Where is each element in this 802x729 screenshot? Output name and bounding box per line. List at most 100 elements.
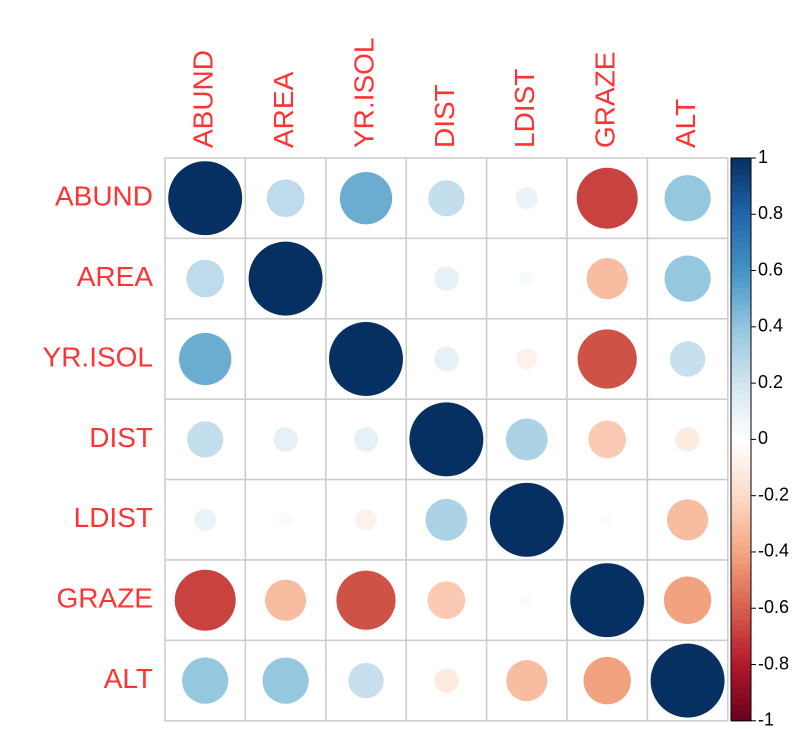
row-label: ALT [104, 663, 153, 694]
cell [405, 559, 488, 642]
colorbar-segment [731, 248, 751, 255]
corr-circle [186, 259, 225, 298]
corr-circle [520, 593, 534, 607]
corr-circle [428, 180, 465, 217]
corr-circle [265, 579, 307, 621]
colorbar-segment [731, 478, 751, 485]
colorbar-segment [731, 540, 751, 547]
colorbar-segment [731, 354, 751, 362]
corr-circle [434, 266, 459, 291]
colorbar-tick-label: 0.8 [758, 203, 783, 223]
colorbar-segment [731, 506, 751, 514]
colorbar-segment [731, 169, 751, 176]
colorbar-segment [731, 422, 751, 429]
corr-circle [519, 271, 535, 286]
colorbar-segment [731, 625, 751, 632]
corr-circle [194, 508, 217, 531]
corr-circle [583, 656, 631, 705]
colorbar-segment [731, 568, 751, 575]
corr-circle [434, 346, 459, 372]
colorbar-segment [731, 158, 751, 165]
corr-circle [336, 570, 396, 630]
column-label: LDIST [509, 69, 540, 148]
corr-circle [187, 421, 224, 458]
colorbar-segment [731, 298, 751, 305]
colorbar-segment [731, 371, 751, 378]
colorbar-segment [731, 411, 751, 418]
colorbar-segment [731, 653, 751, 660]
colorbar-segment [731, 259, 751, 266]
colorbar-segment [731, 191, 751, 198]
colorbar-segment [731, 394, 751, 401]
corr-circle [348, 662, 384, 699]
colorbar-segment [731, 585, 751, 592]
corr-circle [409, 402, 484, 477]
corr-circle [515, 187, 538, 210]
colorbar-segment [731, 281, 751, 288]
colorbar-segment [731, 670, 751, 677]
colorbar-segment [731, 596, 751, 604]
corr-circle [663, 576, 712, 624]
colorbar-segment [731, 636, 751, 643]
colorbar-segment [731, 321, 751, 328]
row-label: LDIST [74, 502, 153, 533]
colorbar-tick-label: -0.4 [758, 541, 789, 561]
colorbar-segment [731, 591, 751, 598]
colorbar-segment [731, 450, 751, 457]
corr-circle [506, 660, 548, 702]
colorbar-segment [731, 225, 751, 232]
colorbar-segment [731, 366, 751, 373]
column-label: ALT [670, 99, 701, 148]
corr-circle [248, 241, 323, 316]
colorbar-segment [731, 214, 751, 221]
colorbar-segment [731, 264, 751, 272]
colorbar-segment [731, 613, 751, 620]
cell [164, 398, 247, 481]
colorbar-segment [731, 349, 751, 356]
corr-circle [588, 420, 627, 459]
colorbar-segment [731, 383, 751, 390]
colorbar-segment [731, 580, 751, 587]
colorbar-tick-label: -0.2 [758, 484, 789, 504]
colorbar-segment [731, 529, 751, 536]
column-label: ABUND [188, 50, 219, 148]
colorbar-segment [731, 326, 751, 333]
colorbar-tick-label: -1 [758, 710, 774, 729]
colorbar-segment [731, 405, 751, 412]
colorbar-segment [731, 304, 751, 311]
corr-circle [355, 509, 377, 531]
colorbar-segment [731, 647, 751, 654]
corr-circle [586, 258, 628, 300]
colorbar-segment [731, 208, 751, 215]
column-label: YR.ISOL [348, 38, 379, 148]
corr-circle [600, 513, 614, 527]
colorbar-segment [731, 242, 751, 249]
colorbar-tick-label: 0 [758, 428, 768, 448]
colorbar-segment [731, 608, 751, 615]
colorbar-segment [731, 163, 751, 170]
colorbar-segment [731, 293, 751, 300]
corr-circle [182, 657, 229, 704]
corr-circle [664, 255, 711, 302]
colorbar-segment [731, 236, 751, 243]
colorbar-segment [731, 518, 751, 525]
colorbar-tick-label: -0.6 [758, 597, 789, 617]
corr-circle [273, 427, 298, 452]
colorbar-segment [731, 315, 751, 322]
colorbar-segment [731, 574, 751, 581]
colorbar-segment [731, 197, 751, 204]
colorbar-segment [731, 563, 751, 570]
colorbar-segment [731, 630, 751, 637]
colorbar-segment [731, 658, 751, 666]
colorbar-segment [731, 602, 751, 609]
corr-circle [179, 332, 232, 386]
colorbar-segment [731, 219, 751, 227]
corr-circle [576, 167, 638, 229]
colorbar-segment [731, 692, 751, 699]
colorbar-segment [731, 231, 751, 238]
colorbar-segment [731, 309, 751, 317]
row-label: AREA [77, 261, 154, 292]
corr-circle [516, 348, 538, 370]
colorbar-segment [731, 360, 751, 367]
colorbar-segment [731, 664, 751, 671]
